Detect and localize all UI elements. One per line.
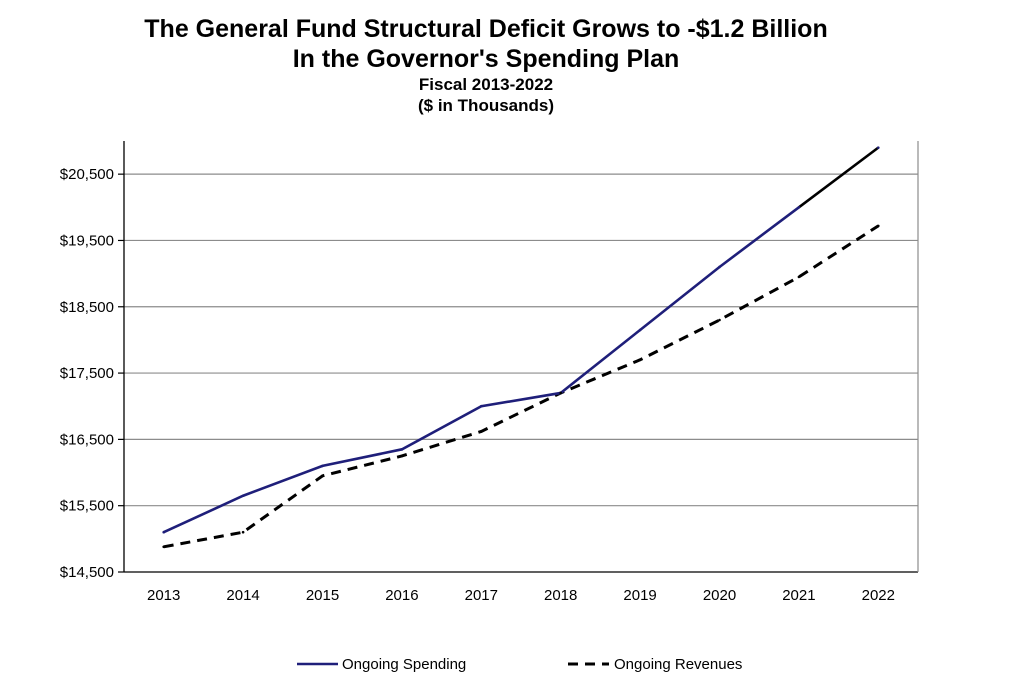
- x-tick-label: 2017: [465, 587, 498, 604]
- spending-point: [638, 328, 642, 332]
- y-tick-label: $14,500: [60, 564, 114, 581]
- y-tick-label: $18,500: [60, 299, 114, 316]
- spending-point: [718, 265, 721, 269]
- y-tick-label: $19,500: [60, 232, 114, 249]
- title-block: The General Fund Structural Deficit Grow…: [0, 14, 972, 116]
- series-line-ongoing-revenues: [163, 224, 880, 549]
- series-line-ongoing-spending: [163, 206, 800, 534]
- spending-point: [480, 404, 483, 408]
- revenues-point: [797, 275, 801, 279]
- chart-title-line1: The General Fund Structural Deficit Grow…: [144, 15, 828, 43]
- revenues-point: [559, 391, 562, 395]
- y-tick-label: $16,500: [60, 431, 114, 448]
- legend-label-ongoing-spending: Ongoing Spending: [342, 656, 466, 673]
- revenues-point: [877, 224, 880, 228]
- legend-label-ongoing-revenues: Ongoing Revenues: [614, 656, 742, 673]
- revenues-point: [638, 358, 642, 362]
- y-tick-label: $20,500: [60, 166, 114, 183]
- x-tick-label: 2020: [703, 587, 736, 604]
- x-tick-label: 2013: [147, 587, 180, 604]
- spending-point: [162, 530, 165, 534]
- x-tick-label: 2016: [385, 587, 418, 604]
- spending-point: [877, 146, 880, 149]
- x-tick-label: 2021: [782, 587, 815, 604]
- x-tick-label: 2018: [544, 587, 577, 604]
- x-tick-label: 2015: [306, 587, 339, 604]
- revenues-point: [718, 318, 721, 322]
- chart-title-line2: In the Governor's Spending Plan: [292, 45, 680, 73]
- x-tick-label: 2022: [862, 587, 895, 604]
- chart-subtitle-line1: Fiscal 2013-2022: [418, 75, 554, 94]
- revenues-point: [400, 454, 404, 458]
- series-line-ongoing-spending-end: [798, 146, 880, 209]
- x-tick-label: 2019: [623, 587, 656, 604]
- spending-point: [400, 448, 404, 451]
- revenues-point: [321, 474, 324, 478]
- spending-point: [797, 206, 801, 209]
- y-tick-label: $15,500: [60, 498, 114, 515]
- y-tick-label: $17,500: [60, 365, 114, 382]
- revenues-point: [480, 430, 483, 433]
- revenues-point: [162, 545, 165, 549]
- chart-subtitle-line2: ($ in Thousands): [418, 96, 554, 115]
- spending-point: [321, 464, 324, 468]
- x-tick-label: 2014: [226, 587, 259, 604]
- revenues-point: [241, 530, 245, 534]
- spending-point: [241, 494, 245, 498]
